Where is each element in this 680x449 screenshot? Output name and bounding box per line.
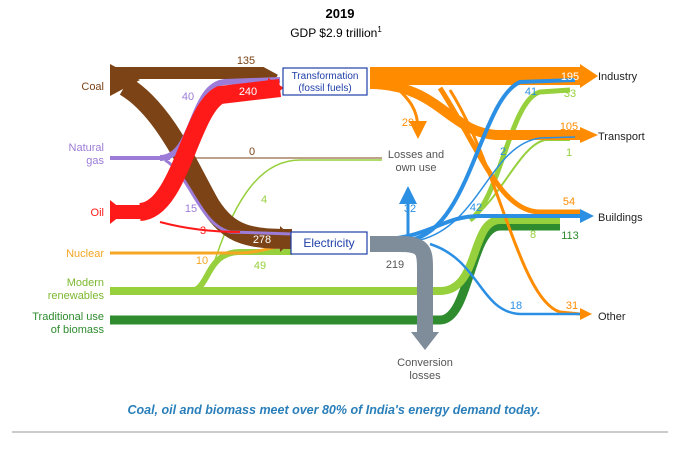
caption: Coal, oil and biomass meet over 80% of I… — [127, 403, 540, 417]
flow-renewables-transport — [469, 139, 570, 221]
gdp-footnote: 1 — [377, 25, 382, 34]
value-industry-renew: 33 — [564, 88, 576, 100]
sink-other: Other — [598, 311, 626, 323]
conversion-label-2: losses — [409, 370, 441, 382]
value-nuclear-electricity: 10 — [196, 255, 208, 267]
source-oil: Oil — [91, 207, 104, 219]
losses-label-2: own use — [396, 162, 437, 174]
title-gdp: GDP $2.9 trillion1 — [290, 25, 382, 40]
flow-renewables-losses — [214, 159, 382, 261]
flow-oil-transformation — [138, 79, 282, 221]
flow-electricity-industry — [409, 78, 576, 242]
losses-label-1: Losses and — [388, 149, 444, 161]
value-transformation-losses: 29 — [402, 117, 414, 129]
flow-renewables-buildings — [110, 216, 560, 295]
electricity-label: Electricity — [303, 236, 354, 250]
flow-renewables-industry — [468, 87, 571, 223]
sink-industry: Industry — [598, 71, 638, 83]
sink-buildings: Buildings — [598, 212, 643, 224]
transport-arrow — [580, 127, 598, 143]
coal-source-arrow — [110, 64, 140, 96]
value-gas-electricity: 15 — [185, 203, 197, 215]
flow-electricity-other — [429, 242, 580, 316]
value-oil-electricity: 3 — [200, 225, 206, 237]
source-renewables-2: renewables — [48, 290, 105, 302]
sink-transport: Transport — [598, 131, 645, 143]
oil-transformation-arrow — [268, 78, 284, 98]
gdp-text: GDP $2.9 trillion — [290, 26, 377, 40]
conversion-losses-arrow — [411, 332, 439, 350]
transformation-label-1: Transformation — [292, 71, 359, 82]
value-conversion-losses: 219 — [386, 259, 404, 271]
value-buildings-elec: 42 — [470, 202, 482, 214]
value-renewables-electricity: 49 — [254, 260, 266, 272]
conversion-label-1: Conversion — [397, 357, 453, 369]
value-gas-losses: 0 — [249, 146, 255, 158]
value-oil-transformation: 240 — [239, 86, 257, 98]
source-gas-2: gas — [86, 155, 104, 167]
flow-transformation-transport — [369, 79, 580, 140]
value-other-elec: 18 — [510, 300, 522, 312]
value-renewables-losses: 4 — [261, 194, 267, 206]
value-electricity-losses: 32 — [404, 203, 416, 215]
value-buildings-renew: 8 — [530, 229, 536, 241]
flow-transformation-losses — [393, 84, 427, 139]
oil-source-arrow — [110, 200, 125, 224]
value-buildings-fossil: 54 — [563, 196, 575, 208]
value-transport-elec: 2 — [500, 146, 506, 158]
value-transport-renew: 1 — [566, 147, 572, 159]
source-biomass-1: Traditional use — [32, 311, 104, 323]
value-coal-electricity: 278 — [253, 234, 271, 246]
flow-conversion-losses — [370, 236, 433, 335]
value-gas-transformation: 40 — [182, 91, 194, 103]
source-biomass-2: of biomass — [51, 324, 105, 336]
other-arrow-orange — [580, 308, 592, 320]
source-coal: Coal — [81, 81, 104, 93]
source-nuclear: Nuclear — [66, 248, 104, 260]
electricity-box — [290, 231, 368, 255]
flow-electricity-transport — [419, 136, 576, 241]
industry-arrow — [580, 64, 598, 88]
flow-transformation-other — [448, 89, 581, 316]
value-other-fossil: 31 — [566, 300, 578, 312]
value-industry-elec: 41 — [525, 86, 537, 98]
value-coal-transformation: 135 — [237, 55, 255, 67]
buildings-arrow — [580, 209, 594, 223]
value-industry-fossil: 195 — [561, 71, 579, 83]
value-buildings-biomass: 113 — [561, 230, 579, 242]
transformation-label-2: (fossil fuels) — [298, 83, 351, 94]
flow-oil-electricity — [159, 221, 241, 233]
flow-transformation-buildings — [437, 86, 580, 215]
transformation-box — [282, 67, 368, 96]
value-transport-fossil: 105 — [560, 121, 578, 133]
flow-coal-electricity — [119, 77, 293, 249]
title-year: 2019 — [326, 6, 355, 21]
source-renewables-1: Modern — [67, 277, 104, 289]
source-gas-1: Natural — [69, 142, 104, 154]
